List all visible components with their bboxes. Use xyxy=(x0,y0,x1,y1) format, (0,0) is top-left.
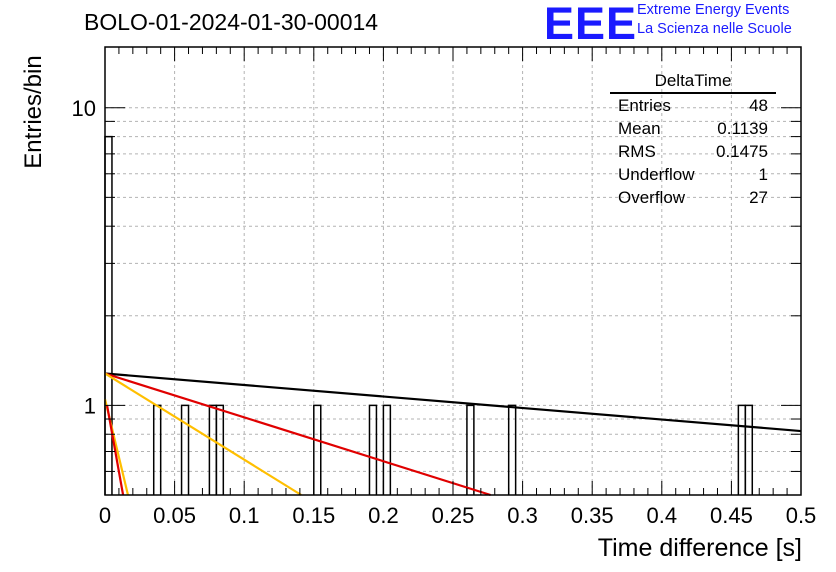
stats-row: Underflow 1 xyxy=(610,163,776,186)
x-tick-label: 0 xyxy=(99,503,111,528)
fit-curve xyxy=(104,372,802,433)
histogram-bar xyxy=(215,404,225,495)
fit-curve xyxy=(104,372,302,496)
logo-line-1: Extreme Energy Events xyxy=(637,2,790,18)
x-tick-label: 0.3 xyxy=(507,503,538,528)
stats-title: DeltaTime xyxy=(610,70,776,94)
histogram-bar xyxy=(313,404,322,495)
eee-logo: EEE xyxy=(544,0,638,49)
histogram-bar xyxy=(382,404,392,495)
x-tick-label: 0.45 xyxy=(710,503,753,528)
stats-label: Overflow xyxy=(618,188,686,207)
stats-value: 27 xyxy=(749,188,768,207)
x-tick-label: 0.1 xyxy=(229,503,260,528)
histogram-bar xyxy=(507,404,517,495)
histogram-bar xyxy=(744,404,754,495)
y-axis-label: Entries/bin xyxy=(20,55,47,169)
stats-label: RMS xyxy=(618,142,656,161)
histogram-bar xyxy=(466,404,475,495)
x-tick-label: 0.05 xyxy=(153,503,196,528)
y-tick-label: 10 xyxy=(72,96,96,121)
y-tick-label: 1 xyxy=(84,393,96,418)
stats-row: RMS 0.1475 xyxy=(610,140,776,163)
x-tick-label: 0.4 xyxy=(647,503,678,528)
stats-label: Entries xyxy=(618,96,671,115)
stats-row: Overflow 27 xyxy=(610,186,776,209)
x-tick-label: 0.2 xyxy=(368,503,399,528)
stats-row: Mean 0.1139 xyxy=(610,117,776,140)
stats-value: 0.1139 xyxy=(717,119,768,138)
stats-value: 1 xyxy=(758,165,768,184)
histogram-bar xyxy=(180,404,190,495)
fit-curves xyxy=(103,372,802,497)
fit-curve xyxy=(104,372,491,497)
x-tick-label: 0.25 xyxy=(432,503,475,528)
x-tick-label: 0.35 xyxy=(571,503,614,528)
x-tick-label: 0.5 xyxy=(786,503,817,528)
x-axis-label: Time difference [s] xyxy=(597,534,802,562)
histogram-bar xyxy=(368,404,378,495)
x-tick-label: 0.15 xyxy=(292,503,335,528)
stats-label: Underflow xyxy=(618,165,695,184)
stats-box: DeltaTime Entries 48 Mean 0.1139 RMS 0.1475… xyxy=(610,70,776,209)
stats-value: 48 xyxy=(749,96,768,115)
stats-value: 0.1475 xyxy=(716,142,768,161)
tick-labels: 0 0.05 0.1 0.15 0.2 0.25 0.3 0.35 0.4 0.45 0.5 1 10 xyxy=(72,96,817,528)
stats-label: Mean xyxy=(618,119,661,138)
fit-curve xyxy=(106,405,125,496)
axis-ticks xyxy=(104,47,802,496)
run-title: BOLO-01-2024-01-30-00014 xyxy=(84,9,379,35)
logo-line-2: La Scienza nelle Scuole xyxy=(637,21,792,37)
stats-row: Entries 48 xyxy=(610,94,776,117)
histogram-bars xyxy=(104,135,754,495)
